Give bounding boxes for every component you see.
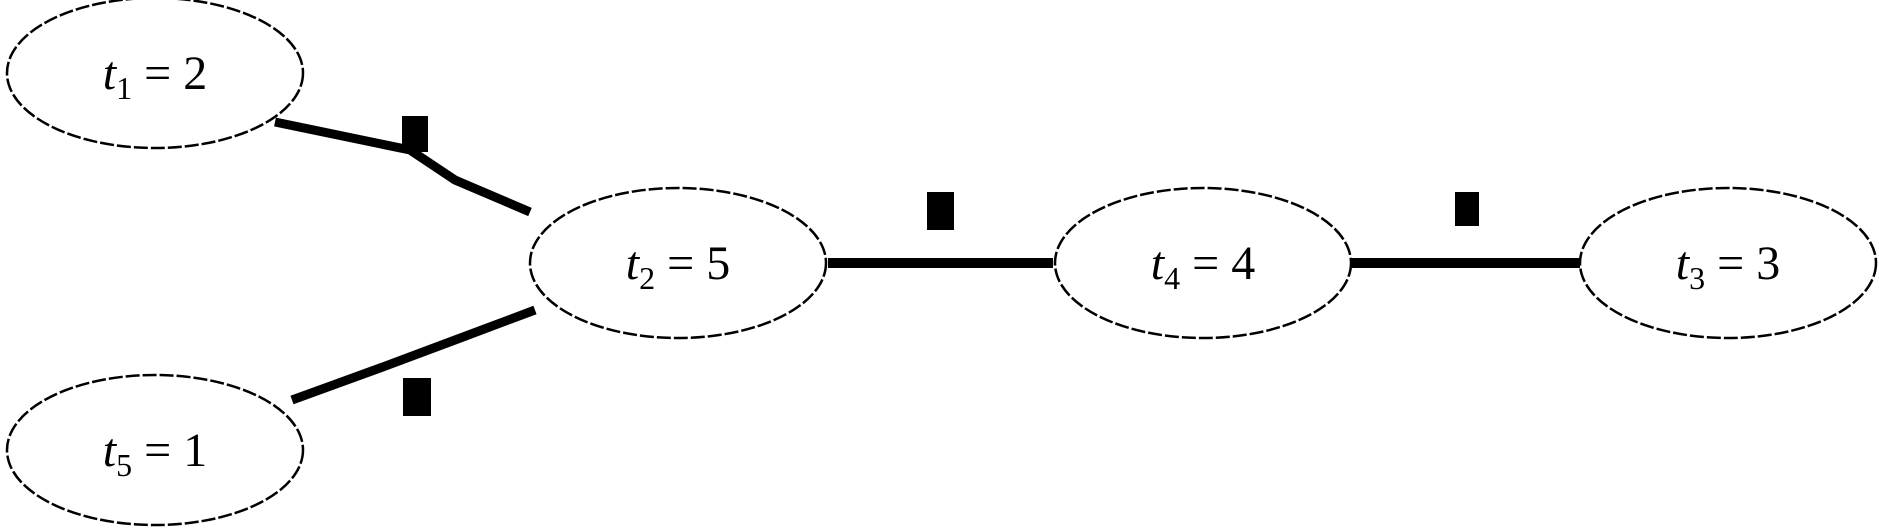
node-t2: t2 = 5 bbox=[528, 186, 828, 340]
node-t4-ellipse bbox=[1053, 186, 1353, 340]
node-t3-label: t3 = 3 bbox=[1676, 237, 1780, 296]
node-t5: t5 = 1 bbox=[5, 373, 305, 527]
edge-t1-t2 bbox=[274, 117, 532, 217]
node-t1-label: t1 = 2 bbox=[103, 47, 207, 106]
node-t3-ellipse bbox=[1578, 186, 1878, 340]
node-t5-ellipse bbox=[5, 373, 305, 527]
node-t1: t1 = 2 bbox=[5, 0, 305, 150]
node-t4: t4 = 4 bbox=[1053, 186, 1353, 340]
edge-label-t1-t2 bbox=[402, 116, 428, 152]
edge-label-t2-t4 bbox=[927, 192, 954, 230]
node-t1-ellipse bbox=[5, 0, 305, 150]
edges bbox=[274, 116, 1580, 416]
edge-t5-t2 bbox=[290, 305, 537, 405]
node-t2-label: t2 = 5 bbox=[626, 237, 730, 296]
edge-label-t5-t2 bbox=[403, 378, 431, 416]
node-t3: t3 = 3 bbox=[1578, 186, 1878, 340]
edge-label-t4-t3 bbox=[1455, 192, 1479, 226]
node-t5-label: t5 = 1 bbox=[103, 424, 207, 483]
node-t2-ellipse bbox=[528, 186, 828, 340]
node-t4-label: t4 = 4 bbox=[1151, 237, 1255, 296]
